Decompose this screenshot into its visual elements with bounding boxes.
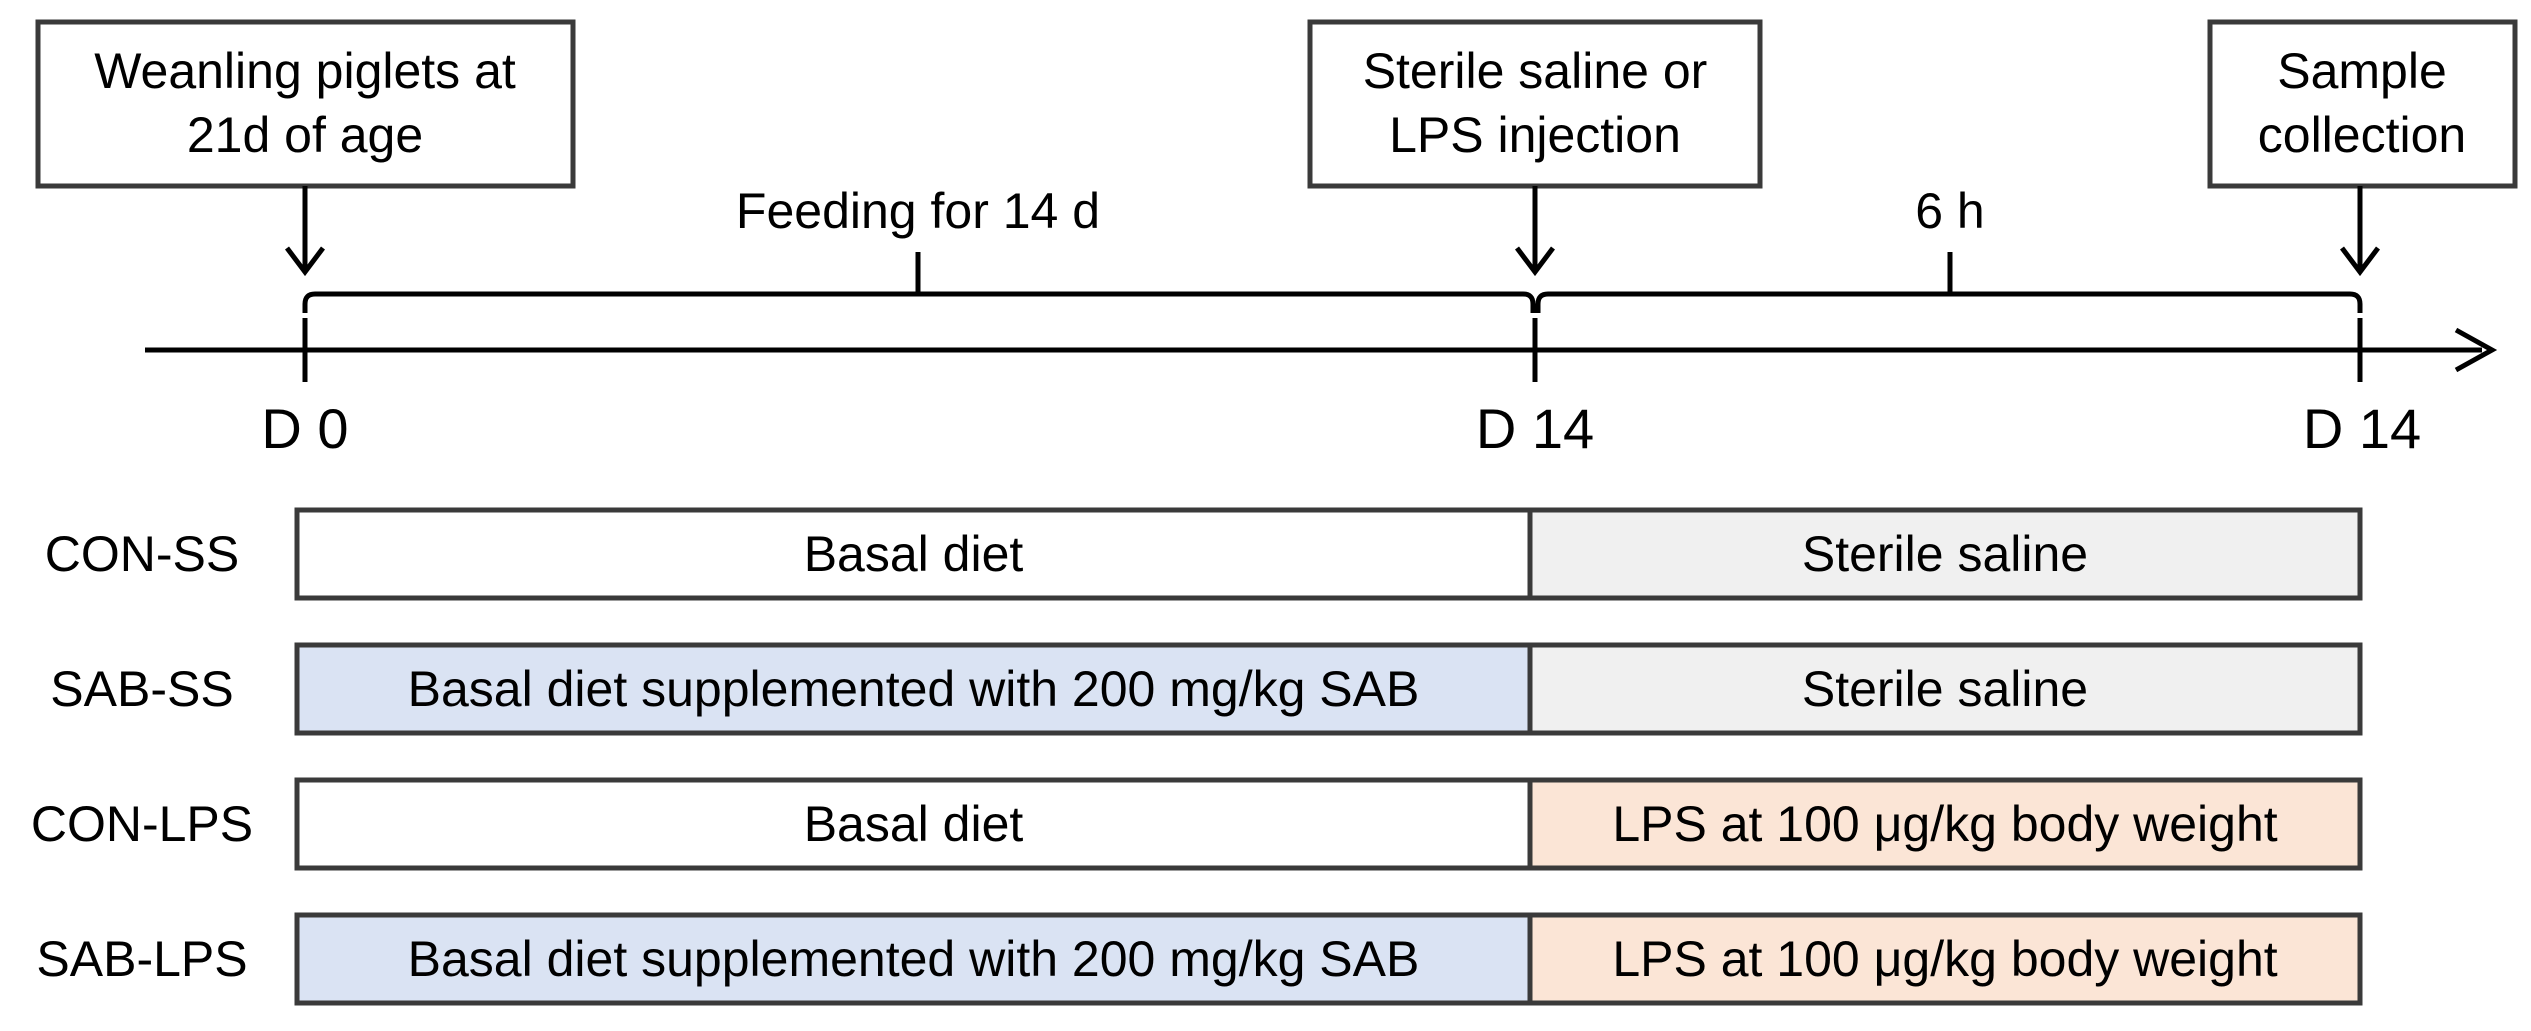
start-event-line-1: Weanling piglets at	[94, 43, 516, 99]
group-row: SAB-SS Basal diet supplemented with 200 m…	[50, 642, 2363, 736]
day-label-start: D 0	[261, 397, 348, 460]
day-label-injection: D 14	[1476, 397, 1594, 460]
injection-event-line-1: Sterile saline or	[1363, 43, 1708, 99]
group-row: CON-LPS Basal diet LPS at 100 μg/kg body w…	[31, 777, 2363, 871]
day-label-sample: D 14	[2303, 397, 2421, 460]
diet-cell	[294, 912, 1533, 1006]
treatment-cell	[1527, 642, 2363, 736]
group-name: SAB-SS	[50, 661, 233, 717]
treatment-cell	[1527, 507, 2363, 601]
group-row: CON-SS Basal diet Sterile saline	[45, 507, 2363, 601]
injection-down-arrow	[1515, 186, 1555, 277]
treatment-cell	[1527, 912, 2363, 1006]
treatment-label: LPS at 100 μg/kg body weight	[1612, 796, 2277, 852]
challenge-period-label: 6 h	[1915, 183, 1985, 239]
group-name: SAB-LPS	[36, 931, 247, 987]
diet-cell	[294, 507, 1533, 601]
treatment-label: LPS at 100 μg/kg body weight	[1612, 931, 2277, 987]
start-event-box-frame	[35, 19, 576, 189]
diet-label: Basal diet supplemented with 200 mg/kg S…	[408, 661, 1420, 717]
group-name: CON-LPS	[31, 796, 253, 852]
sample-event-line-2: collection	[2258, 107, 2466, 163]
treatment-groups: CON-SS Basal diet Sterile saline SAB-SS Basa…	[31, 507, 2363, 1006]
group-name: CON-SS	[45, 526, 239, 582]
start-event-line-2: 21d of age	[187, 107, 423, 163]
feeding-period-label: Feeding for 14 d	[736, 183, 1100, 239]
injection-event-line-2: LPS injection	[1389, 107, 1681, 163]
sample-event-line-1: Sample	[2277, 43, 2447, 99]
start-event-box: Weanling piglets at 21d of age	[35, 19, 576, 189]
treatment-label: Sterile saline	[1802, 661, 2088, 717]
injection-event-box: Sterile saline or LPS injection	[1307, 19, 1763, 189]
diet-label: Basal diet	[804, 796, 1024, 852]
start-down-arrow	[285, 186, 325, 277]
feeding-period-brace	[302, 252, 1536, 313]
time-axis	[145, 327, 2498, 373]
injection-event-box-frame	[1307, 19, 1763, 189]
sample-event-box: Sample collection	[2207, 19, 2518, 189]
treatment-cell	[1527, 777, 2363, 871]
group-row: SAB-LPS Basal diet supplemented with 200 …	[36, 912, 2363, 1006]
challenge-period-brace	[1535, 252, 2363, 313]
diet-cell	[294, 642, 1533, 736]
diet-label: Basal diet supplemented with 200 mg/kg S…	[408, 931, 1420, 987]
diet-label: Basal diet	[804, 526, 1024, 582]
sample-down-arrow	[2340, 186, 2380, 277]
treatment-label: Sterile saline	[1802, 526, 2088, 582]
